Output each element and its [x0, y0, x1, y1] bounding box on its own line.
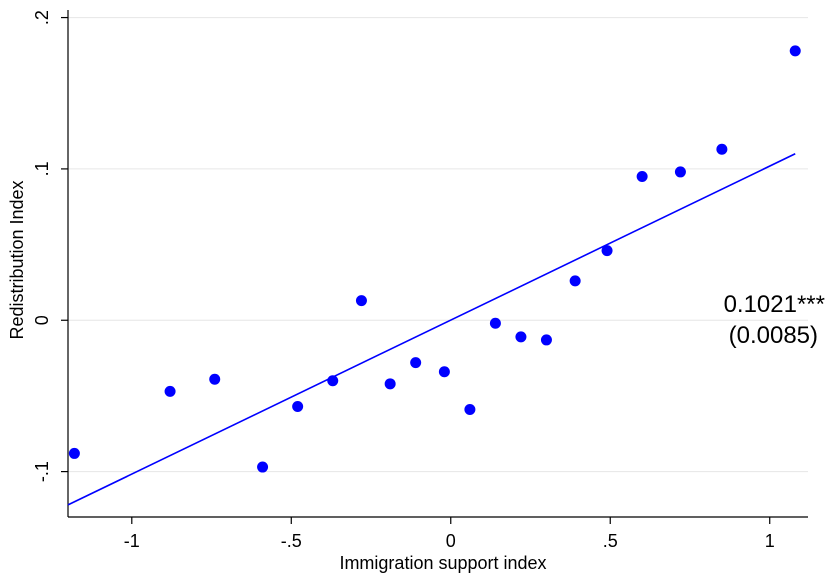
gridlines [68, 17, 808, 473]
data-point [674, 166, 686, 178]
y-tick-label: 0 [32, 315, 52, 325]
data-point [68, 447, 80, 459]
data-point [209, 373, 221, 385]
regression-annotation: 0.1021*** (0.0085) [724, 291, 825, 349]
data-point [384, 378, 396, 390]
x-tick-label: 0 [446, 531, 456, 551]
y-axis-label: Redistribution Index [7, 180, 27, 339]
data-point [438, 366, 450, 378]
data-point [410, 357, 422, 369]
y-tick-label: -.1 [32, 461, 52, 482]
coefficient-label: 0.1021*** [724, 291, 825, 318]
x-tick-label: 1 [765, 531, 775, 551]
x-tick-label: .5 [603, 531, 618, 551]
data-point [327, 375, 339, 387]
x-tick-label: -1 [124, 531, 140, 551]
data-point [636, 170, 648, 182]
x-tick-label: -.5 [281, 531, 302, 551]
y-tick-label: .1 [32, 161, 52, 176]
data-point [292, 401, 304, 413]
data-point [569, 275, 581, 287]
data-point [601, 245, 613, 257]
y-tick-label: .2 [32, 10, 52, 25]
data-point [716, 143, 728, 155]
axes: -1 -.5 0 .5 1 -.1 0 .1 .2 [32, 10, 808, 551]
axis-labels: Immigration support index Redistribution… [7, 180, 547, 573]
data-point [515, 331, 527, 343]
data-point [257, 461, 269, 473]
data-point [164, 385, 176, 397]
data-point [464, 404, 476, 416]
data-point [540, 334, 552, 346]
fit-line-group [67, 153, 796, 506]
data-point [489, 317, 501, 329]
data-points [68, 45, 801, 473]
x-axis-label: Immigration support index [339, 553, 546, 573]
data-point [355, 295, 367, 307]
std-error-label: (0.0085) [729, 322, 818, 349]
data-point [789, 45, 801, 57]
fit-line [67, 153, 796, 506]
